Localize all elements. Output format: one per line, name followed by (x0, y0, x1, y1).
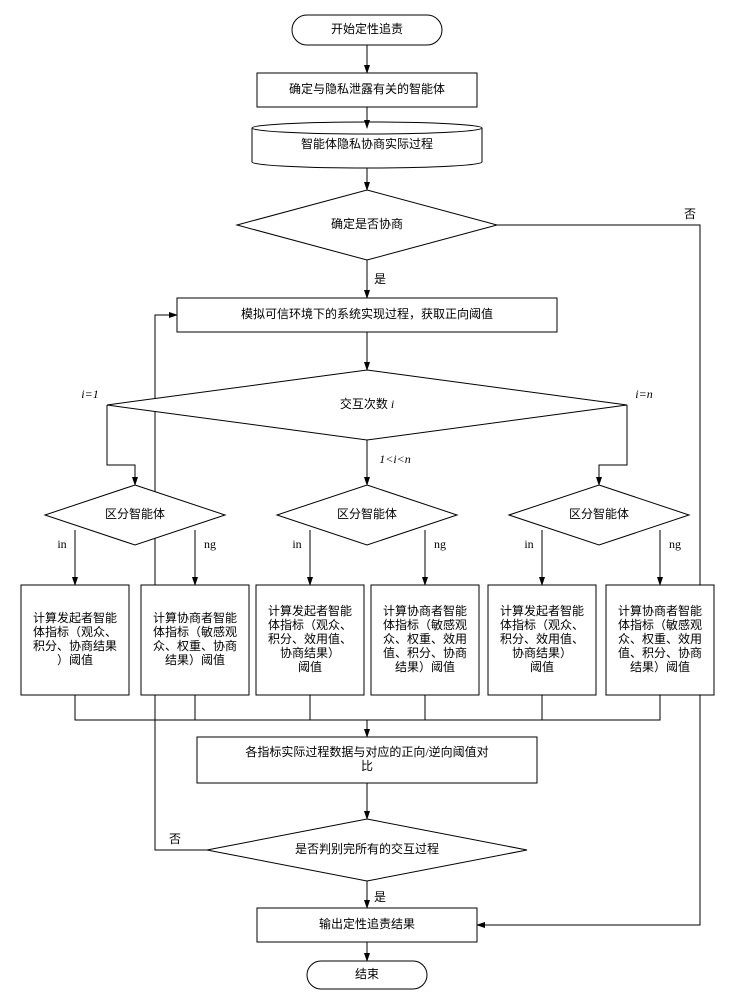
node-label: 体指标（敏感观 (618, 617, 702, 632)
node-label: 体指标（观众、 (500, 617, 584, 632)
edge-label: ng (204, 537, 216, 551)
node-label: 计算发起者智能 (500, 603, 584, 618)
node-label: 确定与隐私泄露有关的智能体 (289, 81, 445, 96)
node-label: 体指标（观众、 (268, 617, 352, 632)
node-label: 积分、效用值、 (268, 631, 352, 646)
node-label: 开始定性追责 (331, 21, 403, 36)
node-label: 计算协商者智能 (153, 610, 237, 625)
node-label: 结束 (355, 967, 379, 981)
node-dB: 区分智能体 (277, 485, 457, 545)
edge-label: i=1 (81, 387, 98, 401)
node-pC1: 计算发起者智能体指标（观众、积分、效用值、协商结果）阈值 (488, 585, 596, 695)
node-pA2: 计算协商者智能体指标（敏感观众、权重、协商结果）阈值 (141, 585, 249, 695)
node-label: 积分、协商结果 (33, 638, 117, 653)
edge-label: 否 (684, 207, 696, 221)
node-label: 结果）阈值 (395, 659, 455, 674)
node-label: 众、权重、效用 (618, 631, 702, 646)
node-n2: 智能体隐私协商实际过程 (252, 122, 482, 168)
node-label: 各指标实际过程数据与对应的正向/逆向阈值对 (245, 744, 488, 759)
node-label: 结果）阈值 (165, 652, 225, 667)
edge (599, 405, 627, 485)
node-label: 输出定性追责结果 (319, 916, 415, 931)
node-d2: 交互次数 i (107, 370, 627, 440)
node-n1: 确定与隐私泄露有关的智能体 (257, 73, 477, 107)
edge-label: ng (669, 537, 681, 551)
node-dC: 区分智能体 (509, 485, 689, 545)
node-n3: 模拟可信环境下的系统实现过程，获取正向阈值 (177, 298, 557, 332)
edge-label: 是 (374, 272, 386, 286)
node-label: 智能体隐私协商实际过程 (301, 136, 433, 151)
edge-label: in (292, 537, 301, 551)
node-n4: 各指标实际过程数据与对应的正向/逆向阈值对比 (197, 737, 537, 783)
node-label: 比 (361, 759, 373, 773)
node-pB2: 计算协商者智能体指标（敏感观众、权重、效用值、积分、协商结果）阈值 (371, 585, 479, 695)
edge-label: in (524, 537, 533, 551)
node-label: 阈值 (530, 659, 554, 674)
node-pA1: 计算发起者智能体指标（观众、积分、协商结果）阈值 (21, 585, 129, 695)
edge-label: 1<i<n (379, 452, 411, 466)
edge (107, 405, 135, 485)
node-label: 众、权重、协商 (153, 638, 237, 653)
node-label: 计算协商者智能 (618, 603, 702, 618)
node-label: 结果）阈值 (630, 659, 690, 674)
node-label: 体指标（观众、 (33, 624, 117, 639)
node-label: 确定是否协商 (331, 216, 403, 231)
node-label: 阈值 (298, 659, 322, 674)
edge-label: 是 (374, 890, 386, 904)
node-label: 协商结果） (512, 645, 572, 660)
node-label: 体指标（敏感观 (383, 617, 467, 632)
node-pB1: 计算发起者智能体指标（观众、积分、效用值、协商结果）阈值 (256, 585, 364, 695)
node-d1: 确定是否协商 (237, 190, 497, 260)
node-end: 结束 (307, 961, 427, 989)
node-label: 计算发起者智能 (268, 603, 352, 618)
node-label: 区分智能体 (337, 506, 397, 521)
node-label: 协商结果） (280, 645, 340, 660)
edge-label: in (57, 537, 66, 551)
edge-label: i=n (635, 387, 652, 401)
node-label: 值、积分、协商 (383, 645, 467, 660)
node-d3: 是否判别完所有的交互过程 (207, 819, 527, 881)
node-label: 交互次数 i (340, 396, 394, 411)
node-label: 积分、效用值、 (500, 631, 584, 646)
node-pC2: 计算协商者智能体指标（敏感观众、权重、效用值、积分、协商结果）阈值 (606, 585, 714, 695)
node-label: 计算发起者智能 (33, 610, 117, 625)
node-label: 区分智能体 (569, 506, 629, 521)
node-dA: 区分智能体 (45, 485, 225, 545)
edge (367, 695, 660, 720)
edge (75, 695, 367, 737)
node-start: 开始定性追责 (292, 15, 442, 45)
edge-label: 否 (169, 832, 181, 846)
node-label: 值、积分、协商 (618, 645, 702, 660)
flowchart-canvas: 是否i=11<i<ni=ninnginnginng否是开始定性追责确定与隐私泄露… (0, 0, 734, 1000)
edge-label: ng (434, 537, 446, 551)
node-label: 模拟可信环境下的系统实现过程，获取正向阈值 (241, 306, 493, 321)
node-n5: 输出定性追责结果 (257, 908, 477, 942)
node-label: 是否判别完所有的交互过程 (295, 841, 439, 856)
node-label: 众、权重、效用 (383, 631, 467, 646)
node-label: 体指标（敏感观 (153, 624, 237, 639)
node-label: 计算协商者智能 (383, 603, 467, 618)
node-label: ）阈值 (57, 652, 93, 667)
node-label: 区分智能体 (105, 506, 165, 521)
